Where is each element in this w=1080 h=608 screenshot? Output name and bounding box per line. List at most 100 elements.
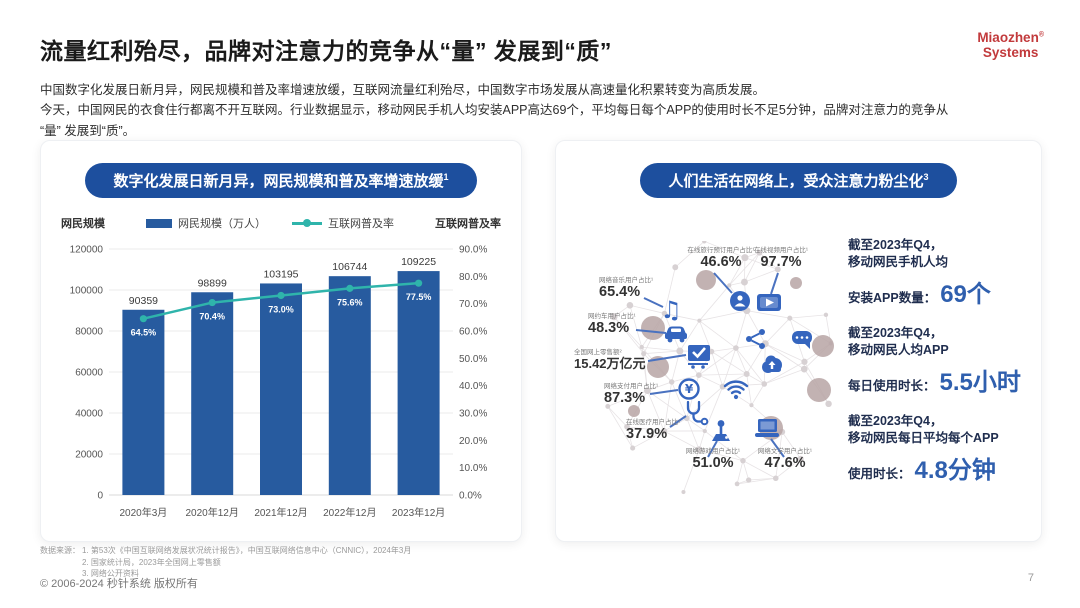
stat-line2: 移动网民手机人均 xyxy=(848,255,949,270)
svg-text:2020年3月: 2020年3月 xyxy=(119,506,167,519)
source-item: 2. 国家统计局，2023年全国网上零售额 xyxy=(82,557,221,567)
cloud-icon xyxy=(762,355,782,373)
svg-text:50.0%: 50.0% xyxy=(459,354,487,365)
stat-line2: 移动网民每日平均每个APP xyxy=(848,431,999,446)
stat-line1: 截至2023年Q4， xyxy=(848,238,943,252)
miaozhen-logo: Miaozhen® Systems xyxy=(977,30,1044,60)
callout-video: 在线视频用户占比¹ 97.7% xyxy=(742,247,820,271)
legend-item-line: 互联网普及率 xyxy=(292,215,394,231)
callout-game: 网络游戏用户占比¹ 51.0% xyxy=(674,448,752,472)
sources-list: 1. 第53次《中国互联网络发展状况统计报告》，中国互联网络信息中心（CNNIC… xyxy=(82,545,411,580)
attention-dust-panel: 人们生活在网络上，受众注意力粉尘化3 ♫ ¥ 网络音乐用户占比¹ 65.4% 在线旅行… xyxy=(555,140,1042,542)
line-swatch-icon xyxy=(292,218,322,227)
svg-text:70.4%: 70.4% xyxy=(199,312,225,322)
page-title: 流量红利殆尽，品牌对注意力的竞争从“量” 发展到“质” xyxy=(40,38,612,64)
svg-text:40.0%: 40.0% xyxy=(459,381,487,392)
intro-paragraph: 中国数字化发展日新月异，网民规模和普及率增速放缓，互联网流量红利殆尽，中国数字市… xyxy=(40,80,1000,141)
source-item: 3. 网络公开资料 xyxy=(82,569,139,579)
svg-text:60.0%: 60.0% xyxy=(459,327,487,338)
stat-prefix: 安装APP数量： xyxy=(848,290,937,305)
callout-label: 在线医疗用户占比¹ xyxy=(626,419,681,426)
netizen-scale-panel: 数字化发展日新月异，网民规模和普及率增速放缓1 网民规模 网民规模（万人） 互联… xyxy=(40,140,522,542)
source-item: 1. 第53次《中国互联网络发展状况统计报告》，中国互联网络信息中心（CNNIC… xyxy=(82,546,412,555)
medical-icon xyxy=(686,400,709,426)
stat-big-number: 4.8分钟 xyxy=(914,456,996,484)
callout-label: 在线视频用户占比¹ xyxy=(753,247,809,254)
svg-text:10.0%: 10.0% xyxy=(459,463,487,474)
data-sources: 数据来源： 1. 第53次《中国互联网络发展状况统计报告》，中国互联网络信息中心… xyxy=(40,545,411,580)
stat-prefix: 使用时长： xyxy=(848,466,911,481)
svg-text:90.0%: 90.0% xyxy=(459,245,487,256)
stat-big-number: 69个 xyxy=(940,280,991,308)
svg-text:2023年12月: 2023年12月 xyxy=(392,506,445,519)
callout-label: 全国网上零售额² xyxy=(574,349,622,356)
payment-icon: ¥ xyxy=(678,378,700,400)
svg-text:20000: 20000 xyxy=(75,450,103,461)
callout-music: 网络音乐用户占比¹ 65.4% xyxy=(599,277,653,301)
callout-value: 48.3% xyxy=(588,320,630,337)
callout-label: 网络游戏用户占比¹ xyxy=(685,448,741,455)
stat-prefix: 每日使用时长： xyxy=(848,378,936,393)
stat-block-1: 截至2023年Q4， 移动网民手机人均 安装APP数量： 69个 xyxy=(848,237,1030,309)
svg-text:2021年12月: 2021年12月 xyxy=(254,506,307,519)
callout-value: 51.0% xyxy=(692,455,734,472)
stat-line2: 移动网民人均APP xyxy=(848,343,949,358)
callout-retail: 全国网上零售额² 15.42万亿元 xyxy=(574,349,646,371)
stat-block-2: 截至2023年Q4， 移动网民人均APP 每日使用时长： 5.5小时 xyxy=(848,325,1030,397)
legend-item-bars: 网民规模（万人） xyxy=(146,215,266,231)
svg-text:0: 0 xyxy=(97,491,103,502)
callout-label: 在线旅行预订用户占比¹ xyxy=(687,247,755,254)
network-mesh: ♫¥ xyxy=(605,241,834,495)
intro-line: “量” 发展到“质”。 xyxy=(40,123,136,138)
page-number: 7 xyxy=(1027,572,1034,584)
wifi-icon xyxy=(723,380,749,400)
travel-icon xyxy=(730,291,750,311)
chart-legend: 网民规模（万人） 互联网普及率 xyxy=(146,215,394,231)
registered-mark: ® xyxy=(1038,31,1044,39)
callout-taxi: 网约车用户占比¹ 48.3% xyxy=(588,313,636,337)
svg-text:¥: ¥ xyxy=(685,382,694,396)
left-chart-title: 数字化发展日新月异，网民规模和普及率增速放缓1 xyxy=(85,163,477,198)
callout-value: 65.4% xyxy=(599,284,641,301)
svg-text:0.0%: 0.0% xyxy=(459,491,482,502)
svg-text:98899: 98899 xyxy=(198,277,227,289)
svg-text:30.0%: 30.0% xyxy=(459,409,487,420)
copyright: © 2006-2024 秒针系统 版权所有 xyxy=(40,578,198,590)
svg-text:20.0%: 20.0% xyxy=(459,436,487,447)
svg-text:75.6%: 75.6% xyxy=(337,297,363,307)
svg-text:100000: 100000 xyxy=(70,286,104,297)
callout-value: 46.6% xyxy=(700,254,742,271)
network-diagram: ♫ ¥ 网络音乐用户占比¹ 65.4% 在线旅行预订用户占比¹ 46.6% 在线视频用户占… xyxy=(574,241,839,556)
right-axis-title: 互联网普及率 xyxy=(435,218,501,230)
svg-text:103195: 103195 xyxy=(263,268,298,280)
callout-value: 97.7% xyxy=(760,254,802,271)
callout-value: 47.6% xyxy=(764,455,806,472)
svg-text:106744: 106744 xyxy=(332,261,367,273)
callout-value: 15.42万亿元 xyxy=(574,356,646,372)
svg-text:77.5%: 77.5% xyxy=(406,292,432,302)
logo-line2: Systems xyxy=(982,45,1039,61)
stat-block-3: 截至2023年Q4， 移动网民每日平均每个APP 使用时长： 4.8分钟 xyxy=(848,413,1030,485)
callout-travel: 在线旅行预订用户占比¹ 46.6% xyxy=(682,247,760,271)
left-axis-title: 网民规模 xyxy=(61,218,105,230)
stat-big-number: 5.5小时 xyxy=(939,368,1021,396)
cart-icon xyxy=(688,345,710,369)
share-icon xyxy=(746,329,765,349)
svg-text:80000: 80000 xyxy=(75,327,103,338)
svg-text:109225: 109225 xyxy=(401,256,436,268)
svg-text:2020年12月: 2020年12月 xyxy=(186,506,239,519)
svg-text:70.0%: 70.0% xyxy=(459,299,487,310)
svg-text:60000: 60000 xyxy=(75,368,103,379)
game-icon xyxy=(712,420,730,441)
svg-text:64.5%: 64.5% xyxy=(131,328,157,338)
callout-label: 网络音乐用户占比¹ xyxy=(599,277,654,284)
callout-value: 37.9% xyxy=(626,426,668,443)
logo-line1: Miaozhen® xyxy=(977,30,1044,45)
bar-swatch-icon xyxy=(146,218,172,228)
intro-line: 今天，中国网民的衣食住行都离不开互联网。行业数据显示，移动网民手机人均安装APP… xyxy=(40,103,949,118)
svg-text:♫: ♫ xyxy=(660,296,682,324)
svg-text:40000: 40000 xyxy=(75,409,103,420)
taxi-icon xyxy=(665,326,687,343)
callout-label: 网约车用户占比¹ xyxy=(588,313,636,320)
